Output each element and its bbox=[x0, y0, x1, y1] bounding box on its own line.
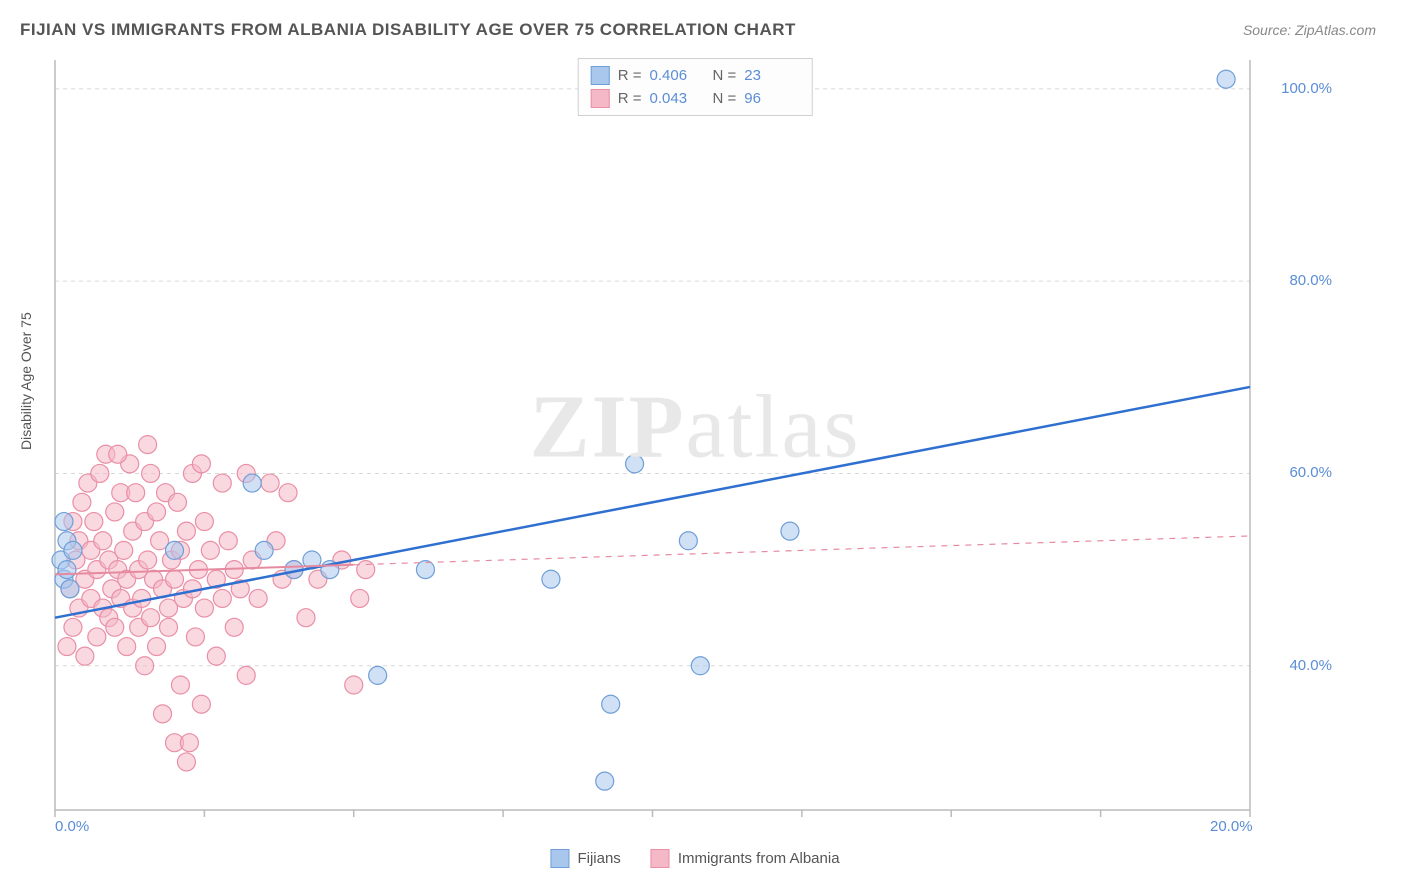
data-point bbox=[201, 541, 219, 559]
data-point bbox=[168, 493, 186, 511]
n-label: N = bbox=[713, 90, 737, 107]
data-point bbox=[177, 753, 195, 771]
data-point bbox=[219, 532, 237, 550]
data-point bbox=[133, 589, 151, 607]
data-point bbox=[225, 618, 243, 636]
data-point bbox=[58, 638, 76, 656]
chart-title: FIJIAN VS IMMIGRANTS FROM ALBANIA DISABI… bbox=[20, 20, 796, 40]
data-point bbox=[351, 589, 369, 607]
y-tick-label: 100.0% bbox=[1281, 80, 1332, 97]
r-value: 0.043 bbox=[650, 90, 705, 107]
legend-row: R = 0.406 N = 23 bbox=[591, 64, 800, 87]
data-point bbox=[88, 628, 106, 646]
data-point bbox=[626, 455, 644, 473]
data-point bbox=[58, 561, 76, 579]
n-label: N = bbox=[713, 67, 737, 84]
data-point bbox=[369, 666, 387, 684]
data-point bbox=[136, 657, 154, 675]
data-point bbox=[171, 676, 189, 694]
data-point bbox=[166, 570, 184, 588]
data-point bbox=[177, 522, 195, 540]
data-point bbox=[64, 541, 82, 559]
legend-row: R = 0.043 N = 96 bbox=[591, 87, 800, 110]
data-point bbox=[94, 532, 112, 550]
y-tick-label: 40.0% bbox=[1289, 657, 1332, 674]
data-point bbox=[213, 474, 231, 492]
data-point bbox=[61, 580, 79, 598]
data-point bbox=[1217, 70, 1235, 88]
y-axis-label: Disability Age Over 75 bbox=[18, 312, 34, 450]
data-point bbox=[249, 589, 267, 607]
data-point bbox=[109, 445, 127, 463]
r-value: 0.406 bbox=[650, 67, 705, 84]
data-point bbox=[118, 638, 136, 656]
data-point bbox=[115, 541, 133, 559]
legend-label: Immigrants from Albania bbox=[678, 850, 840, 867]
data-point bbox=[195, 599, 213, 617]
data-point bbox=[142, 464, 160, 482]
data-point bbox=[237, 666, 255, 684]
data-point bbox=[192, 695, 210, 713]
data-point bbox=[186, 628, 204, 646]
data-point bbox=[781, 522, 799, 540]
data-point bbox=[85, 513, 103, 531]
data-point bbox=[542, 570, 560, 588]
legend-item: Immigrants from Albania bbox=[651, 849, 840, 868]
data-point bbox=[166, 541, 184, 559]
r-label: R = bbox=[618, 67, 642, 84]
data-point bbox=[679, 532, 697, 550]
data-point bbox=[357, 561, 375, 579]
correlation-legend: R = 0.406 N = 23 R = 0.043 N = 96 bbox=[578, 58, 813, 116]
data-point bbox=[64, 618, 82, 636]
data-point bbox=[148, 638, 166, 656]
data-point bbox=[596, 772, 614, 790]
data-point bbox=[279, 484, 297, 502]
legend-item: Fijians bbox=[550, 849, 620, 868]
n-value: 23 bbox=[744, 67, 799, 84]
data-point bbox=[106, 503, 124, 521]
chart-area: ZIPatlas R =0.406N =23R =0.043N =96 Fiji… bbox=[50, 55, 1340, 830]
data-point bbox=[255, 541, 273, 559]
legend-swatch bbox=[591, 66, 610, 85]
data-point bbox=[180, 734, 198, 752]
data-point bbox=[195, 513, 213, 531]
data-point bbox=[91, 464, 109, 482]
x-tick-label: 0.0% bbox=[55, 818, 89, 835]
data-point bbox=[691, 657, 709, 675]
data-point bbox=[148, 503, 166, 521]
data-point bbox=[76, 647, 94, 665]
legend-swatch bbox=[550, 849, 569, 868]
data-point bbox=[213, 589, 231, 607]
x-tick-label: 20.0% bbox=[1210, 818, 1253, 835]
data-point bbox=[243, 474, 261, 492]
data-point bbox=[142, 609, 160, 627]
legend-swatch bbox=[591, 89, 610, 108]
source-label: Source: ZipAtlas.com bbox=[1243, 22, 1376, 38]
data-point bbox=[139, 551, 157, 569]
r-label: R = bbox=[618, 90, 642, 107]
data-point bbox=[154, 705, 172, 723]
data-point bbox=[55, 513, 73, 531]
data-point bbox=[297, 609, 315, 627]
data-point bbox=[602, 695, 620, 713]
data-point bbox=[345, 676, 363, 694]
data-point bbox=[139, 436, 157, 454]
data-point bbox=[207, 647, 225, 665]
data-point bbox=[192, 455, 210, 473]
legend-label: Fijians bbox=[577, 850, 620, 867]
data-point bbox=[73, 493, 91, 511]
series-legend: Fijians Immigrants from Albania bbox=[550, 849, 839, 868]
y-tick-label: 60.0% bbox=[1289, 464, 1332, 481]
legend-swatch bbox=[651, 849, 670, 868]
data-point bbox=[160, 618, 178, 636]
data-point bbox=[261, 474, 279, 492]
data-point bbox=[416, 561, 434, 579]
data-point bbox=[106, 618, 124, 636]
n-value: 96 bbox=[744, 90, 799, 107]
scatter-chart bbox=[50, 55, 1340, 830]
data-point bbox=[127, 484, 145, 502]
y-tick-label: 80.0% bbox=[1289, 272, 1332, 289]
